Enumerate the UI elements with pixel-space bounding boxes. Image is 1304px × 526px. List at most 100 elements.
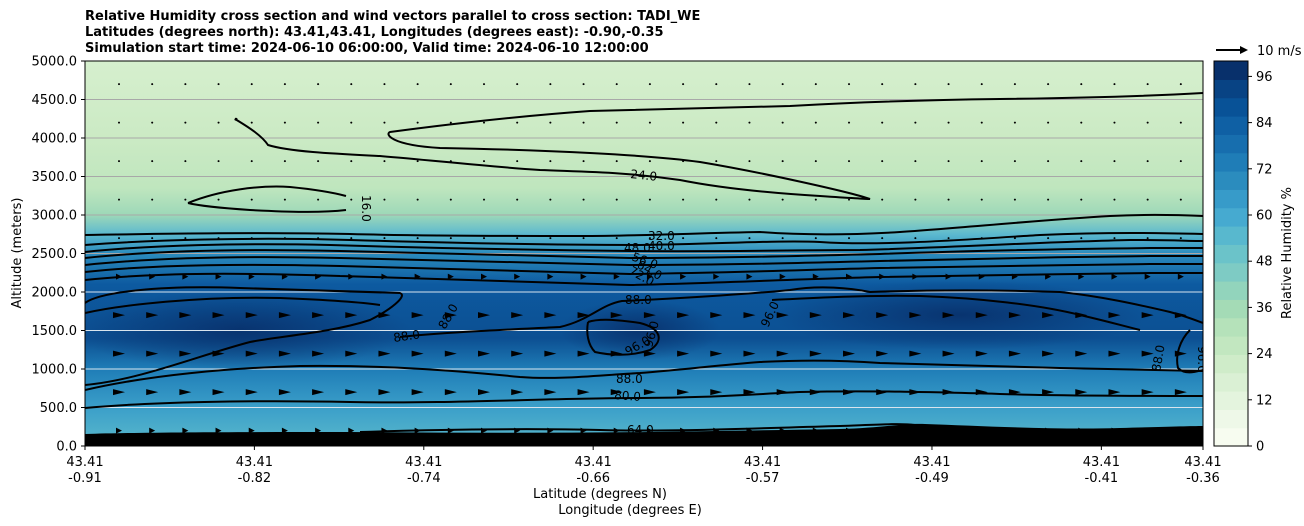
contour-64-upper [85,254,1203,267]
wind-vector-6-9 [411,312,424,319]
wind-vector-0-22 [848,83,851,86]
wind-vector-2-7 [350,160,353,163]
wind-vector-7-10 [444,350,457,357]
wind-vector-6-7 [345,312,358,319]
colorbar-band-2 [1214,391,1248,410]
wind-vector-1-13 [549,121,552,124]
wind-vector-5-32 [1177,273,1184,280]
y-tick-label-0: 0.0 [56,440,77,455]
wind-vector-1-17 [682,121,685,124]
wind-vector-3-15 [615,198,618,201]
y-axis-label: Altitude (meters) [10,198,25,309]
wind-vector-2-15 [615,160,618,163]
wind-vector-7-26 [975,350,988,357]
wind-vector-4-12 [516,237,519,240]
colorbar-tick-label-3: 36 [1256,301,1273,316]
x-tick-lat-1: 43.41 [236,455,273,470]
wind-vector-0-6 [317,83,320,86]
wind-vector-6-20 [776,312,789,319]
plot-area: 16.0 24.0 32.0 40.0 48.0 56.0 64.0 72.0 … [85,61,1209,446]
title-line-3: Simulation start time: 2024-06-10 06:00:… [85,41,649,56]
wind-vector-2-19 [748,160,751,163]
wind-vector-3-18 [715,198,718,201]
contour-96-east [771,294,1141,331]
wind-vector-0-30 [1113,83,1116,86]
wind-vector-3-19 [748,198,751,201]
wind-vector-7-27 [1008,350,1021,357]
wind-vector-0-15 [615,83,618,86]
colorbar-tick-label-7: 84 [1256,116,1273,131]
wind-vector-7-2 [179,350,192,357]
contour-88-main [85,286,1203,386]
wind-vector-4-0 [118,237,120,240]
y-tick-label-9: 4500.0 [32,93,78,108]
wind-vector-1-10 [449,121,452,124]
wind-vector-3-29 [1080,198,1083,201]
contour-16 [187,185,347,213]
wind-vector-2-9 [416,160,419,163]
colorbar-tick-label-5: 60 [1256,209,1273,224]
wind-vector-7-11 [478,350,491,357]
wind-vector-4-23 [881,237,884,240]
wind-vector-7-20 [776,350,789,357]
contour-64-lower [359,423,916,433]
wind-vector-0-19 [748,83,751,86]
wind-vector-1-6 [317,121,320,124]
wind-vector-0-21 [814,83,817,86]
wind-vector-7-31 [1141,350,1154,357]
wind-vector-2-32 [1179,160,1182,163]
wind-vector-9-1 [149,427,156,434]
colorbar-tick-label-2: 24 [1256,347,1273,362]
wind-vector-1-22 [848,121,851,124]
wind-vector-1-9 [416,121,419,124]
wind-vector-3-12 [516,198,519,201]
wind-vector-3-16 [648,198,651,201]
wind-vector-5-19 [746,273,753,280]
wind-vector-4-20 [781,237,784,240]
colorbar-tick-label-4: 48 [1256,255,1273,270]
wind-vector-0-0 [118,83,120,86]
wind-vector-8-29 [1075,389,1088,396]
contour-label-32: 32.0 [648,229,675,243]
x-tick-lat-6: 43.41 [1083,455,1120,470]
wind-vector-7-13 [544,350,557,357]
wind-vector-3-17 [682,198,685,201]
wind-vector-0-17 [682,83,685,86]
wind-vector-0-10 [449,83,452,86]
wind-vector-6-0 [113,312,125,319]
wind-vector-2-11 [483,160,486,163]
wind-vector-3-3 [217,198,220,201]
x-tick-lon-0: -0.91 [68,471,102,486]
wind-vector-4-7 [350,237,353,240]
wind-vector-0-27 [1013,83,1016,86]
wind-vector-6-16 [643,312,656,319]
wind-vector-7-24 [909,350,922,357]
wind-vector-1-21 [814,121,817,124]
contour-label-96-far-east: 96.0 [1195,346,1209,373]
wind-vector-1-2 [184,121,187,124]
wind-vector-4-22 [848,237,851,240]
wind-vector-0-9 [416,83,419,86]
wind-vector-6-21 [809,312,822,319]
wind-vector-6-22 [843,312,856,319]
wind-vector-4-1 [151,237,154,240]
wind-vector-8-8 [378,389,391,396]
wind-vector-2-12 [516,160,519,163]
wind-vector-4-18 [715,237,718,240]
wind-vector-6-14 [577,312,590,319]
wind-vector-6-6 [312,312,325,319]
wind-vector-2-31 [1146,160,1149,163]
wind-vector-7-12 [511,350,524,357]
wind-vector-7-14 [577,350,590,357]
wind-vector-3-9 [416,198,419,201]
wind-vector-2-1 [151,160,154,163]
wind-vector-0-11 [483,83,486,86]
wind-vector-1-26 [980,121,983,124]
wind-vector-3-0 [118,198,120,201]
y-tick-label-3: 1500.0 [32,324,78,339]
colorbar-tick-label-1: 12 [1256,393,1273,408]
wind-reference-key: 10 m/s [1216,44,1302,59]
wind-vector-1-30 [1113,121,1116,124]
wind-vector-1-31 [1146,121,1149,124]
wind-vector-6-12 [511,312,524,319]
